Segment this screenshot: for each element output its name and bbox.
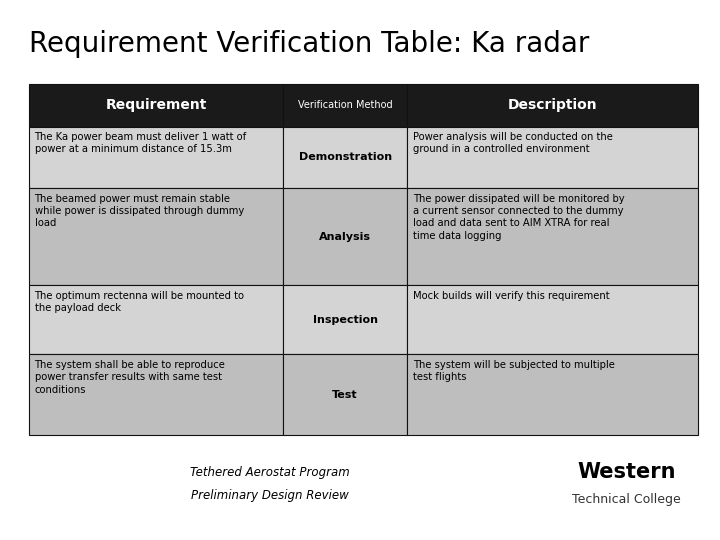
Bar [29,84,283,127]
Text: The beamed power must remain stable
while power is dissipated through dummy
load: The beamed power must remain stable whil… [35,194,244,228]
Text: The Ka power beam must deliver 1 watt of
power at a minimum distance of 15.3m: The Ka power beam must deliver 1 watt of… [35,132,247,154]
Text: Western: Western [577,462,675,483]
Bar [407,354,698,435]
Text: Verification Method: Verification Method [298,100,392,110]
Bar [283,127,407,188]
Bar [407,127,698,188]
Bar [29,188,283,285]
Text: Inspection: Inspection [312,315,378,325]
Bar [283,188,407,285]
Bar [29,285,283,354]
Text: The optimum rectenna will be mounted to
the payload deck: The optimum rectenna will be mounted to … [35,291,245,313]
Text: The system will be subjected to multiple
test flights: The system will be subjected to multiple… [413,360,615,382]
Text: Power analysis will be conducted on the
ground in a controlled environment: Power analysis will be conducted on the … [413,132,613,154]
Text: Description: Description [508,98,598,112]
Text: Analysis: Analysis [319,232,372,242]
Text: Mock builds will verify this requirement: Mock builds will verify this requirement [413,291,610,301]
Text: Tethered Aerostat Program: Tethered Aerostat Program [190,466,350,479]
Bar [283,285,407,354]
Bar [29,354,283,435]
Text: Preliminary Design Review: Preliminary Design Review [191,489,349,502]
Bar [29,127,283,188]
Text: Technical College: Technical College [572,493,681,506]
Bar [407,285,698,354]
Text: Requirement: Requirement [105,98,207,112]
Text: The power dissipated will be monitored by
a current sensor connected to the dumm: The power dissipated will be monitored b… [413,194,624,241]
Text: Demonstration: Demonstration [299,152,392,163]
Text: Requirement Verification Table: Ka radar: Requirement Verification Table: Ka radar [29,30,589,58]
Bar [407,84,698,127]
Bar [407,188,698,285]
Text: Test: Test [333,389,358,400]
Bar [283,84,407,127]
Text: The system shall be able to reproduce
power transfer results with same test
cond: The system shall be able to reproduce po… [35,360,225,395]
Bar [283,354,407,435]
